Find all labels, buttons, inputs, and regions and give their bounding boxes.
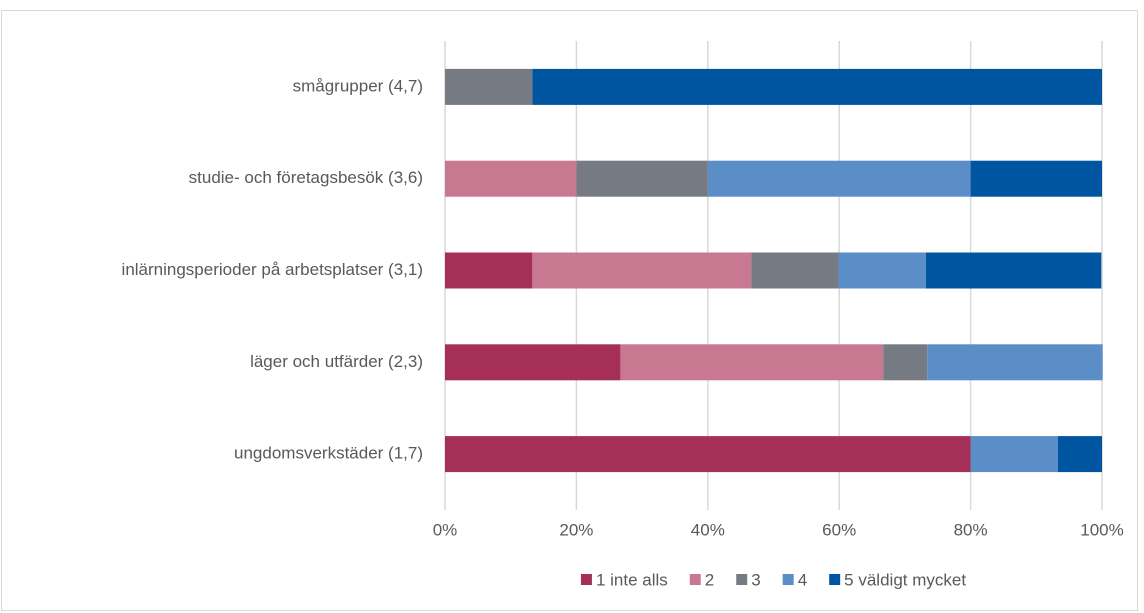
x-tick-label: 100% <box>1080 520 1123 539</box>
x-tick-label: 40% <box>691 520 725 539</box>
y-tick-label: smågrupper (4,7) <box>293 76 423 95</box>
legend-label: 5 väldigt mycket <box>844 570 966 589</box>
bar-segment <box>970 160 1102 197</box>
bar-segment <box>445 252 533 289</box>
legend-label: 1 inte alls <box>596 570 668 589</box>
chart-frame <box>1 10 1138 611</box>
bar-segment <box>532 68 1102 105</box>
y-tick-label: studie- och företagsbesök (3,6) <box>189 168 423 187</box>
legend-label: 4 <box>798 570 807 589</box>
bar-segment <box>751 252 839 289</box>
bar-segment <box>925 252 1102 289</box>
x-tick-label: 20% <box>559 520 593 539</box>
legend-swatch <box>736 574 748 585</box>
bar-segment <box>838 252 926 289</box>
legend-label: 2 <box>705 570 714 589</box>
x-tick-label: 80% <box>954 520 988 539</box>
legend-swatch <box>689 574 701 585</box>
legend-swatch <box>829 574 841 585</box>
legend-swatch <box>580 574 592 585</box>
bar-segment <box>927 344 1103 381</box>
x-tick-label: 60% <box>822 520 856 539</box>
y-tick-label: inlärningsperioder på arbetsplatser (3,1… <box>122 260 423 279</box>
legend-swatch <box>782 574 794 585</box>
bar-segment <box>1057 436 1102 473</box>
bar-segment <box>445 436 971 473</box>
bar-segment <box>532 252 752 289</box>
x-tick-label: 0% <box>433 520 458 539</box>
bar-segment <box>883 344 928 381</box>
bar-segment <box>445 160 577 197</box>
bar-segment <box>576 160 708 197</box>
bar-segment <box>707 160 971 197</box>
y-tick-label: läger och utfärder (2,3) <box>250 352 423 371</box>
bar-segment <box>620 344 884 381</box>
bar-segment <box>445 68 533 105</box>
y-tick-label: ungdomsverkstäder (1,7) <box>234 444 423 463</box>
legend-label: 3 <box>751 570 760 589</box>
bar-segment <box>445 344 621 381</box>
bar-segment <box>970 436 1058 473</box>
